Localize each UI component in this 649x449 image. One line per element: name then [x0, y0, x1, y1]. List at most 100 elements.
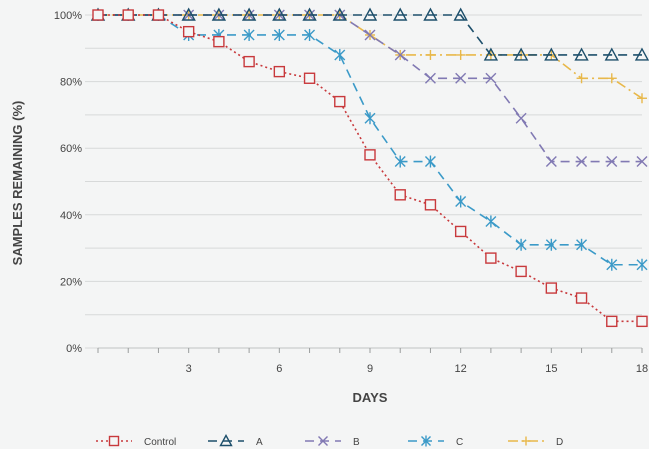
data-point — [606, 156, 618, 168]
data-point — [243, 28, 255, 41]
data-point — [513, 47, 529, 61]
data-point — [423, 7, 438, 21]
data-point — [545, 282, 558, 294]
data-point — [394, 189, 406, 201]
series-control — [92, 9, 648, 328]
data-point — [394, 155, 406, 168]
data-point — [576, 156, 588, 168]
y-tick-label: 0% — [66, 343, 82, 355]
data-point — [424, 199, 437, 211]
data-point — [425, 49, 436, 60]
data-point — [606, 315, 618, 328]
legend-label: C — [456, 437, 463, 448]
data-point — [302, 7, 317, 21]
data-point — [303, 72, 316, 84]
data-point — [455, 72, 467, 84]
data-point — [394, 49, 406, 61]
data-point — [364, 112, 376, 125]
data-point — [575, 292, 588, 304]
data-point — [545, 156, 557, 168]
x-tick-label: 3 — [186, 363, 192, 375]
data-point — [636, 156, 648, 168]
data-point — [334, 48, 346, 61]
data-point — [424, 72, 436, 84]
legend-item-b: B — [305, 436, 360, 448]
y-tick-label: 20% — [60, 276, 82, 288]
data-point — [485, 72, 497, 84]
x-tick-label: 9 — [367, 363, 373, 375]
data-point — [241, 7, 257, 21]
data-point — [213, 35, 225, 48]
data-point — [181, 7, 196, 21]
data-point — [272, 7, 287, 21]
data-point — [636, 315, 648, 328]
legend-label: Control — [144, 437, 176, 448]
x-tick-label: 6 — [276, 363, 282, 375]
data-point — [636, 258, 648, 271]
x-axis-ticks: 3 6 9 12 15 18 — [97, 348, 648, 375]
data-point — [304, 28, 316, 41]
series-line — [98, 14, 643, 99]
grid-lines — [85, 14, 642, 349]
data-point — [574, 47, 589, 61]
legend-item-control: Control — [96, 435, 176, 448]
data-point — [364, 149, 376, 161]
data-point — [515, 112, 527, 124]
data-point — [455, 195, 467, 208]
data-point — [424, 155, 436, 168]
data-point — [152, 9, 165, 21]
y-tick-label: 60% — [60, 143, 82, 155]
data-point — [453, 7, 468, 21]
x-tick-label: 15 — [545, 363, 557, 375]
legend-label: D — [556, 437, 563, 448]
y-axis-ticks: 0% 20% 40% 60% 80% 100% — [54, 10, 82, 355]
series-line — [98, 14, 642, 266]
data-point — [454, 225, 467, 238]
data-point — [521, 436, 531, 446]
legend-item-a: A — [208, 434, 263, 448]
data-point — [122, 9, 134, 21]
data-point — [485, 252, 497, 264]
data-point — [637, 93, 647, 104]
data-point — [92, 9, 104, 21]
data-point — [273, 28, 285, 41]
data-point — [421, 435, 431, 447]
data-point — [243, 55, 255, 68]
y-axis-label: SAMPLES REMAINING (%) — [10, 101, 25, 266]
data-point — [334, 95, 346, 108]
data-point — [606, 258, 618, 271]
series-line — [98, 14, 642, 56]
x-axis-label: DAYS — [353, 390, 388, 405]
data-point — [545, 238, 557, 251]
plot-area — [90, 7, 649, 328]
data-point — [393, 7, 408, 21]
legend-item-c: C — [408, 435, 463, 448]
data-point — [634, 47, 649, 61]
data-point — [544, 47, 559, 61]
data-point — [182, 25, 195, 38]
data-point — [485, 215, 497, 228]
data-point — [318, 436, 328, 446]
legend: Control A B C D — [96, 434, 563, 448]
data-point — [515, 238, 527, 251]
y-tick-label: 100% — [54, 10, 82, 22]
data-point — [606, 73, 617, 84]
series-line — [98, 14, 642, 323]
legend-label: A — [256, 437, 263, 448]
data-point — [604, 47, 619, 61]
y-tick-label: 80% — [60, 77, 82, 89]
data-point — [362, 7, 378, 21]
data-point — [576, 238, 588, 251]
data-point — [364, 29, 376, 41]
data-point — [273, 65, 286, 78]
data-point — [332, 7, 347, 21]
legend-item-d: D — [508, 436, 563, 448]
data-point — [108, 435, 120, 447]
data-point — [515, 265, 527, 278]
data-point — [576, 73, 587, 84]
x-tick-label: 18 — [636, 363, 648, 375]
y-tick-label: 40% — [60, 210, 82, 222]
legend-label: B — [353, 437, 360, 448]
data-point — [211, 7, 227, 21]
